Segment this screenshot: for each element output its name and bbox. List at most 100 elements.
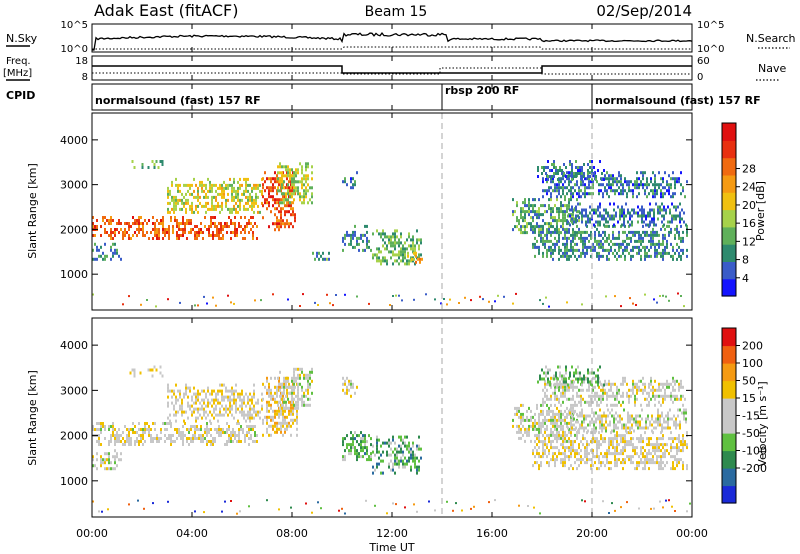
range-cell <box>566 248 568 252</box>
range-cell <box>358 434 360 438</box>
range-cell <box>538 446 540 450</box>
range-cell <box>652 189 654 193</box>
range-cell <box>176 237 178 240</box>
range-cell <box>589 380 591 384</box>
range-cell <box>575 426 577 430</box>
range-cell <box>178 228 180 231</box>
range-cell <box>346 446 348 450</box>
range-cell <box>562 437 564 441</box>
range-cell <box>680 397 682 401</box>
range-cell <box>217 392 219 396</box>
range-cell <box>162 222 164 225</box>
range-cell <box>534 440 536 444</box>
range-cell <box>295 171 297 175</box>
range-cell <box>654 251 656 255</box>
range-cell <box>571 380 573 384</box>
range-cell <box>637 414 639 418</box>
range-cell <box>671 417 673 421</box>
nsearch-label: N.Search <box>746 32 796 45</box>
range-cell <box>536 427 538 431</box>
cpid-segment-2: rbsp 200 RF <box>445 84 519 97</box>
range-cell <box>198 231 200 234</box>
range-cell <box>159 371 162 375</box>
range-cell <box>231 407 233 411</box>
range-cell <box>621 208 623 212</box>
range-cell <box>638 388 640 392</box>
range-cell <box>408 262 410 266</box>
range-cell <box>568 455 570 459</box>
range-cell <box>169 419 171 423</box>
range-cell <box>665 295 667 298</box>
range-cell <box>418 253 420 257</box>
range-cell <box>376 450 378 454</box>
range-cell <box>270 388 272 392</box>
range-cell <box>595 175 597 178</box>
range-cell <box>175 195 177 199</box>
range-cell <box>181 398 183 402</box>
range-cell <box>241 183 243 187</box>
range-cell <box>278 379 280 383</box>
range-cell <box>658 449 660 453</box>
range-cell <box>126 222 128 225</box>
range-cell <box>644 248 646 252</box>
range-cell <box>238 431 240 434</box>
range-cell <box>566 171 568 175</box>
range-cell <box>613 429 615 433</box>
range-cell <box>534 198 536 202</box>
range-cell <box>243 416 245 420</box>
range-cell <box>587 380 589 384</box>
range-cell <box>243 413 245 417</box>
range-cell <box>307 183 309 187</box>
range-cell <box>646 397 648 401</box>
range-cell <box>597 220 599 224</box>
range-cell <box>550 239 552 243</box>
range-cell <box>614 248 616 252</box>
range-cell <box>370 443 372 447</box>
range-cell <box>554 421 556 425</box>
range-cell <box>564 180 566 184</box>
range-cell <box>141 166 144 169</box>
range-cell <box>390 447 392 451</box>
range-cell <box>289 201 291 205</box>
range-cell <box>618 236 620 240</box>
range-cell <box>632 192 634 196</box>
range-cell <box>678 251 680 255</box>
range-cell <box>636 251 638 255</box>
range-cell <box>643 214 645 218</box>
range-cell <box>670 195 672 199</box>
range-cell <box>644 464 646 468</box>
range-cell <box>222 431 224 434</box>
range-cell <box>564 452 566 456</box>
range-cell <box>291 174 293 178</box>
range-cell <box>185 410 187 414</box>
range-cell <box>660 189 662 193</box>
range-cell <box>622 242 624 246</box>
range-cell <box>600 464 602 468</box>
range-cell <box>546 409 548 413</box>
range-cell <box>277 186 279 190</box>
range-cell <box>285 403 287 407</box>
range-cell <box>276 219 278 223</box>
range-cell <box>618 171 620 175</box>
range-cell <box>588 382 590 386</box>
range-cell <box>229 210 231 214</box>
range-cell <box>170 440 172 443</box>
range-cell <box>190 228 192 231</box>
range-cell <box>654 195 656 199</box>
range-cell <box>611 502 613 505</box>
range-cell <box>350 443 352 447</box>
range-cell <box>276 180 278 184</box>
range-cell <box>604 248 606 252</box>
range-cell <box>650 388 652 392</box>
range-cell <box>546 180 548 184</box>
range-cell <box>592 376 594 380</box>
range-cell <box>536 210 538 214</box>
range-cell <box>410 456 412 460</box>
range-cell <box>290 186 292 190</box>
range-cell <box>112 254 114 258</box>
range-cell <box>662 239 664 243</box>
range-cell <box>594 431 596 435</box>
range-cell <box>290 412 292 416</box>
range-cell <box>670 254 672 258</box>
range-cell <box>634 403 636 407</box>
